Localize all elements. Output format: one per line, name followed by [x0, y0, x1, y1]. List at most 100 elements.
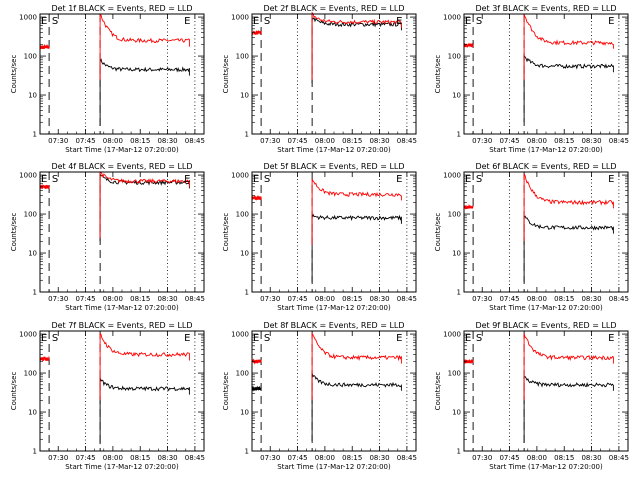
- series-line-lld: [463, 42, 474, 49]
- y-tick-label: 10: [28, 409, 37, 417]
- region-label: E: [41, 174, 47, 185]
- region-label: E: [184, 174, 190, 185]
- y-axis-label: Counts/sec: [434, 213, 442, 252]
- chart-title: Det 5f BLACK = Events, RED = LLD: [263, 162, 404, 171]
- series-line-lld: [311, 178, 402, 246]
- series-line-lld: [523, 14, 614, 81]
- plot-frame: [463, 171, 629, 293]
- x-tick-label: 07:45: [75, 295, 95, 303]
- x-tick-label: 07:30: [48, 137, 68, 145]
- y-axis-label: Counts/sec: [434, 55, 442, 94]
- y-tick-label: 100: [236, 211, 249, 219]
- chart-title: Det 2f BLACK = Events, RED = LLD: [263, 4, 404, 13]
- y-tick-label: 100: [448, 53, 461, 61]
- x-tick-label: 07:45: [499, 454, 519, 462]
- y-tick-label: 10: [452, 409, 461, 417]
- x-tick-label: 08:30: [581, 295, 601, 303]
- series-line-events: [251, 385, 262, 392]
- x-axis-label: Start Time (17-Mar-12 07:20:00): [277, 304, 391, 312]
- x-tick-label: 08:30: [157, 454, 177, 462]
- x-tick-label: 08:45: [397, 454, 417, 462]
- y-tick-label: 10: [28, 92, 37, 100]
- chart-title: Det 4f BLACK = Events, RED = LLD: [51, 162, 192, 171]
- x-tick-label: 08:30: [369, 454, 389, 462]
- series-line-lld: [99, 331, 190, 401]
- chart-title: Det 9f BLACK = Events, RED = LLD: [475, 321, 616, 330]
- series-line-lld: [311, 11, 402, 81]
- x-tick-label: 08:45: [609, 295, 629, 303]
- x-tick-label: 07:30: [260, 137, 280, 145]
- x-tick-label: 08:15: [342, 137, 362, 145]
- series-line-lld: [39, 355, 50, 361]
- region-label: S: [264, 333, 270, 344]
- x-tick-label: 08:45: [185, 454, 205, 462]
- y-tick-label: 100: [24, 53, 37, 61]
- region-label: E: [465, 174, 471, 185]
- chart-title: Det 1f BLACK = Events, RED = LLD: [51, 4, 192, 13]
- series-line-lld: [463, 203, 474, 210]
- x-tick-label: 08:00: [315, 295, 335, 303]
- series-line-lld: [251, 194, 262, 201]
- x-tick-label: 07:45: [75, 137, 95, 145]
- y-tick-label: 1: [457, 448, 461, 456]
- y-tick-label: 1: [245, 289, 249, 297]
- region-label: S: [52, 174, 58, 185]
- x-tick-label: 07:30: [48, 454, 68, 462]
- y-tick-label: 10: [240, 409, 249, 417]
- region-label: S: [476, 333, 482, 344]
- y-axis-label: Counts/sec: [10, 372, 18, 411]
- region-label: S: [264, 174, 270, 185]
- region-label: E: [253, 16, 259, 27]
- region-label: S: [52, 333, 58, 344]
- region-label: E: [396, 333, 402, 344]
- y-axis-label: Counts/sec: [222, 372, 230, 411]
- x-tick-label: 08:00: [527, 137, 547, 145]
- y-axis-label: Counts/sec: [222, 213, 230, 252]
- plot-frame: [463, 13, 629, 135]
- x-axis-label: Start Time (17-Mar-12 07:20:00): [489, 146, 603, 154]
- x-tick-label: 08:30: [157, 295, 177, 303]
- x-tick-label: 07:30: [260, 295, 280, 303]
- x-tick-label: 08:00: [103, 295, 123, 303]
- series-line-lld: [311, 331, 402, 401]
- x-tick-label: 08:45: [185, 295, 205, 303]
- x-tick-label: 08:00: [527, 295, 547, 303]
- series-line-events: [99, 377, 190, 445]
- x-axis-label: Start Time (17-Mar-12 07:20:00): [489, 304, 603, 312]
- x-tick-label: 07:45: [499, 295, 519, 303]
- x-tick-label: 08:00: [103, 137, 123, 145]
- chart-title: Det 7f BLACK = Events, RED = LLD: [51, 321, 192, 330]
- series-line-lld: [251, 30, 262, 36]
- series-line-lld: [39, 184, 50, 190]
- region-label: E: [253, 333, 259, 344]
- region-label: E: [608, 333, 614, 344]
- y-tick-label: 1: [457, 131, 461, 139]
- x-tick-label: 08:30: [581, 137, 601, 145]
- region-label: E: [253, 174, 259, 185]
- chart-title: Det 6f BLACK = Events, RED = LLD: [475, 162, 616, 171]
- plot-frame: [39, 13, 205, 135]
- plot-frame: [251, 330, 417, 452]
- y-tick-label: 1000: [443, 331, 461, 339]
- y-tick-label: 1: [33, 289, 37, 297]
- plot-frame: [39, 171, 205, 293]
- x-axis-label: Start Time (17-Mar-12 07:20:00): [65, 463, 179, 471]
- y-tick-label: 1: [33, 131, 37, 139]
- x-tick-label: 07:30: [48, 295, 68, 303]
- region-label: S: [52, 16, 58, 27]
- series-line-lld: [99, 14, 190, 81]
- region-label: E: [465, 333, 471, 344]
- region-label: S: [476, 174, 482, 185]
- y-axis-label: Counts/sec: [10, 55, 18, 94]
- x-tick-label: 08:30: [157, 137, 177, 145]
- y-tick-label: 100: [448, 370, 461, 378]
- y-tick-label: 10: [452, 250, 461, 258]
- region-label: E: [608, 16, 614, 27]
- y-tick-label: 100: [448, 211, 461, 219]
- y-tick-label: 1000: [19, 172, 37, 180]
- x-tick-label: 08:45: [397, 137, 417, 145]
- x-tick-label: 08:15: [130, 137, 150, 145]
